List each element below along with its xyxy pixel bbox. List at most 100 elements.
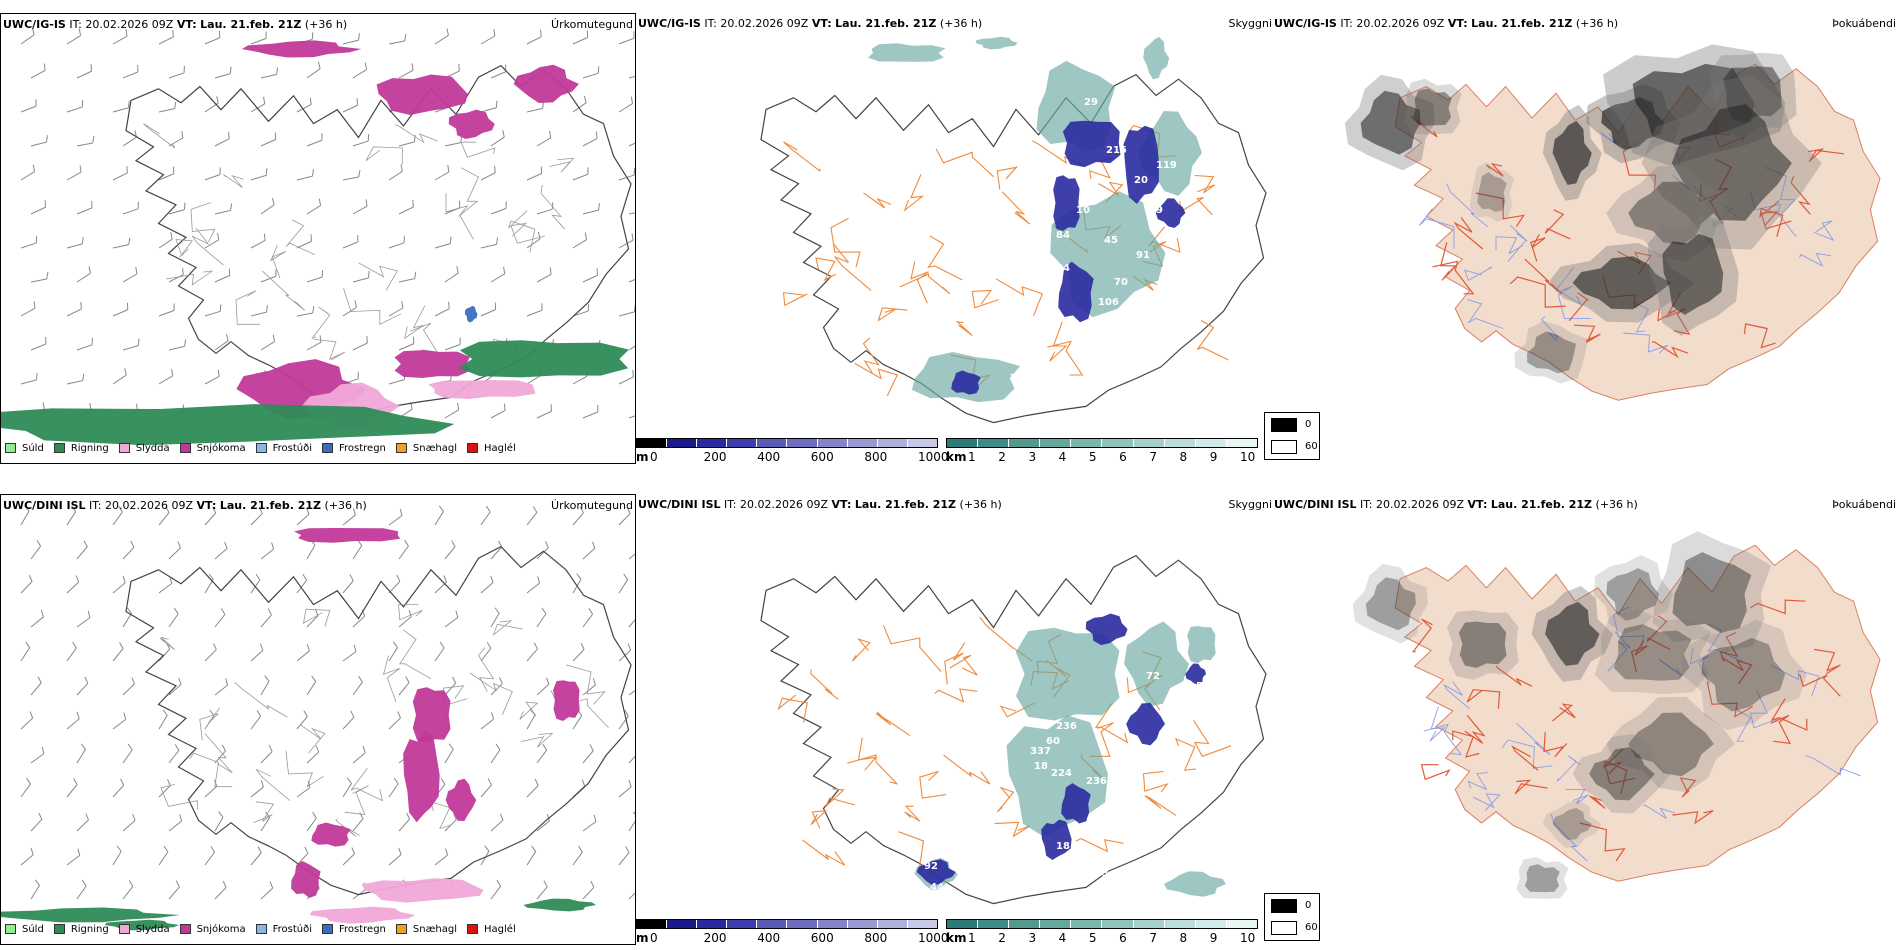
colorbar-bin bbox=[1226, 920, 1257, 928]
visibility-value-label: 72 bbox=[1146, 671, 1160, 682]
visibility-value-label: 237 bbox=[1126, 626, 1147, 637]
colorbar-bin bbox=[1195, 439, 1227, 447]
colorbar-tick-label: 200 bbox=[703, 450, 727, 464]
precip-legend-label: Snjókoma bbox=[196, 442, 246, 454]
colorbar-bin bbox=[907, 439, 937, 447]
visibility-areas bbox=[868, 36, 1202, 403]
colorbar-bin bbox=[1071, 920, 1103, 928]
precip-legend-label: Frostregn bbox=[339, 442, 386, 454]
visibility-value-label: 68 bbox=[1136, 290, 1150, 301]
colorbar-bin bbox=[667, 439, 698, 447]
visibility-value-label: 11 bbox=[1146, 97, 1160, 108]
colorbar-tick-label: 1000 bbox=[918, 450, 949, 464]
colorbar-tick-label: 800 bbox=[864, 931, 888, 945]
colorbar-tick-label: 0 bbox=[650, 931, 658, 945]
colorbar-bin bbox=[907, 920, 937, 928]
colorbar-tick-label: 7 bbox=[1149, 931, 1157, 945]
colorbar-tick-label: 9 bbox=[1209, 931, 1218, 945]
precip-legend-label: Slydda bbox=[135, 442, 170, 454]
colorbar-bin bbox=[1226, 439, 1257, 447]
colorbar-bin bbox=[817, 920, 848, 928]
precip-legend-item: Haglél bbox=[467, 924, 516, 935]
colorbar-bin bbox=[1071, 439, 1103, 447]
land-fill bbox=[1394, 544, 1881, 882]
colorbar-bin bbox=[1040, 439, 1072, 447]
colorbar-bin bbox=[787, 439, 818, 447]
colorbar-tick-label: 4 bbox=[1058, 931, 1067, 945]
precip-legend: Súld Rigning Slydda Snjókoma Frostúði Frostre… bbox=[5, 920, 526, 938]
precip-type-map-row2 bbox=[1, 505, 635, 931]
precip-legend-item: Frostregn bbox=[322, 443, 386, 454]
precip-legend-label: Frostúði bbox=[272, 442, 312, 454]
visibility-m-colorbar: m 0 200 400 600 800 1000 bbox=[636, 919, 949, 945]
panel-header: UWC/IG-IS IT: 20.02.2026 09Z VT: Lau. 21… bbox=[1274, 17, 1619, 30]
visibility-panel-row2: 237 72 236 337 18 224 236 716 86 125 18 123 92 44 5 60 … bbox=[636, 494, 1272, 945]
visibility-value-label: 224 bbox=[1051, 768, 1072, 779]
precip-legend-swatch bbox=[118, 443, 130, 453]
visibility-value-label: 29 bbox=[1084, 97, 1098, 108]
visibility-value-label: 125 bbox=[1086, 816, 1107, 827]
panel-header: UWC/DINI ISL IT: 20.02.2026 09Z VT: Lau.… bbox=[3, 499, 367, 512]
colorbar-bin bbox=[1102, 439, 1134, 447]
precip-legend-swatch bbox=[395, 443, 407, 453]
precip-legend-item: Snæhagl bbox=[395, 442, 458, 454]
colorbar-strip bbox=[636, 438, 938, 448]
visibility-value-label: 42 bbox=[1076, 332, 1090, 343]
visibility-value-label: 60 bbox=[1046, 736, 1060, 747]
colorbar-bin bbox=[667, 920, 698, 928]
colorbar-bin bbox=[1133, 439, 1165, 447]
colorbar-unit: km bbox=[946, 931, 967, 945]
colorbar-tick-label: 800 bbox=[864, 450, 888, 464]
visibility-value-label: 44 bbox=[930, 882, 944, 893]
colorbar-bin bbox=[817, 439, 848, 447]
visibility-value-label: 9 bbox=[1156, 205, 1163, 216]
precip-legend-item: Frostúði bbox=[255, 924, 312, 935]
fog-swatch-60 bbox=[1271, 440, 1297, 454]
visibility-value-label: 84 bbox=[1056, 230, 1070, 241]
panel-title: Skyggni bbox=[1228, 498, 1272, 511]
colorbar-bin bbox=[847, 439, 878, 447]
panel-title: Úrkomutegund bbox=[551, 499, 633, 512]
visibility-value-label: 236 bbox=[1086, 776, 1107, 787]
colorbar-bin bbox=[757, 439, 788, 447]
precip-areas bbox=[1, 528, 609, 931]
colorbar-tick-label: 400 bbox=[757, 450, 781, 464]
visibility-value-label: 24 bbox=[1056, 263, 1070, 274]
visibility-km-colorbar: km 1 2 3 4 5 6 7 8 9 10 bbox=[946, 919, 1266, 945]
colorbar-tick-label: 10 bbox=[1240, 450, 1256, 464]
colorbar-tick-label: 5 bbox=[1088, 450, 1097, 464]
precip-legend-label: Haglél bbox=[484, 923, 516, 935]
colorbar-tick-label: 4 bbox=[1058, 450, 1067, 464]
visibility-value-label: 91 bbox=[1136, 250, 1150, 261]
fog-map-row1 bbox=[1344, 44, 1881, 401]
colorbar-tick-label: 8 bbox=[1179, 450, 1188, 464]
precip-legend-item: Snjókoma bbox=[179, 442, 246, 454]
visibility-value-label: 75 bbox=[1010, 373, 1024, 384]
colorbar-tick-label: 9 bbox=[1209, 450, 1218, 464]
fog-swatch-0 bbox=[1271, 899, 1297, 913]
fog-legend: 0 60 bbox=[1264, 893, 1320, 941]
precip-legend: Súld Rigning Slydda Snjókoma Frostúði Frostre… bbox=[5, 439, 526, 457]
fog-areas bbox=[1352, 531, 1807, 899]
precip-legend-item: Slydda bbox=[118, 442, 170, 454]
colorbar-tick-label: 0 bbox=[650, 450, 658, 464]
colorbar-tick-label: 200 bbox=[703, 931, 727, 945]
rivers bbox=[1423, 606, 1861, 862]
visibility-value-label: 123 bbox=[1088, 868, 1109, 879]
colorbar-tick-label: 2 bbox=[998, 450, 1006, 464]
colorbar-bin bbox=[697, 439, 728, 447]
precip-legend-swatch bbox=[118, 924, 130, 934]
colorbar-bin bbox=[697, 920, 728, 928]
fog-panel-row2: UWC/DINI ISL IT: 20.02.2026 09Z VT: Lau.… bbox=[1272, 494, 1900, 945]
colorbar-tick-label: 3 bbox=[1028, 450, 1037, 464]
colorbar-bin bbox=[1164, 439, 1196, 447]
precip-legend-label: Snæhagl bbox=[412, 442, 458, 454]
panel-header: UWC/IG-IS IT: 20.02.2026 09Z VT: Lau. 21… bbox=[3, 18, 348, 31]
colorbar-bin bbox=[1133, 920, 1165, 928]
visibility-value-label: 18 bbox=[1056, 841, 1070, 852]
panel-header: UWC/IG-IS IT: 20.02.2026 09Z VT: Lau. 21… bbox=[638, 17, 983, 30]
colorbar-tick-label: 400 bbox=[757, 931, 781, 945]
colorbar-bin bbox=[947, 920, 979, 928]
